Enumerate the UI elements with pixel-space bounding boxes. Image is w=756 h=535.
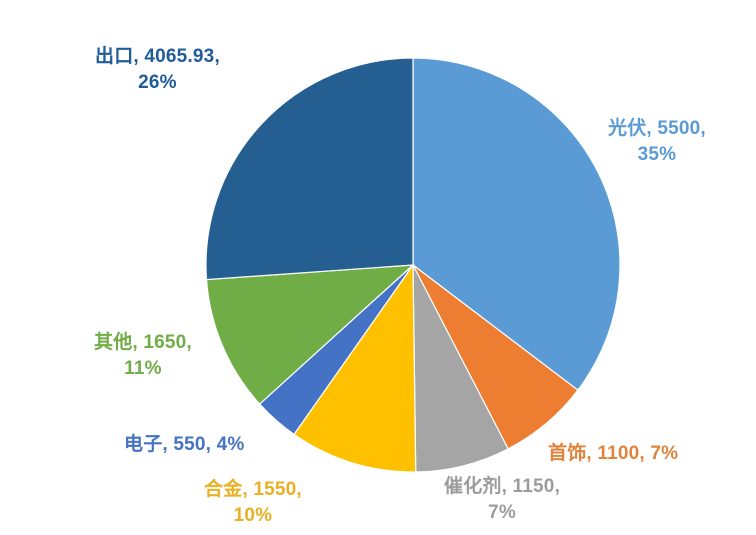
pie-label-shoushi: 首饰, 1100, 7%	[548, 441, 678, 467]
pie-label-cuihuaji-line1: 催化剂, 1150,	[444, 476, 561, 497]
pie-label-guangfu-line1: 光伏, 5500,	[608, 118, 706, 139]
pie-slice-6	[205, 57, 414, 281]
pie-label-hejin-line1: 合金, 1550,	[204, 479, 302, 500]
pie-label-chukou-line2: 26%	[138, 71, 177, 93]
pie-label-hejin-line2: 10%	[233, 504, 273, 526]
pie-label-chukou-line1: 出口, 4065.93,	[95, 46, 220, 67]
pie-slice-2	[412, 264, 509, 473]
pie-label-qita-line1: 其他, 1650,	[94, 332, 192, 353]
pie-label-chukou: 出口, 4065.93, 26%	[95, 44, 220, 95]
pie-label-qita: 其他, 1650, 11%	[94, 330, 192, 381]
pie-label-dianzi: 电子, 550, 4%	[124, 432, 244, 458]
pie-label-cuihuaji: 催化剂, 1150, 7%	[444, 474, 560, 525]
pie-label-guangfu: 光伏, 5500, 35%	[608, 116, 706, 167]
pie-slice-3	[293, 263, 417, 473]
pie-label-dianzi-line1: 电子, 550, 4%	[124, 434, 245, 455]
pie-slice-group	[205, 57, 621, 473]
pie-label-guangfu-line2: 35%	[637, 143, 677, 165]
pie-label-cuihuaji-line2: 7%	[488, 501, 516, 523]
pie-label-hejin: 合金, 1550, 10%	[204, 477, 302, 528]
pie-slice-5	[205, 264, 415, 405]
pie-label-qita-line2: 11%	[124, 357, 162, 379]
pie-label-shoushi-line1: 首饰, 1100, 7%	[548, 443, 679, 464]
pie-slice-0	[412, 57, 621, 391]
